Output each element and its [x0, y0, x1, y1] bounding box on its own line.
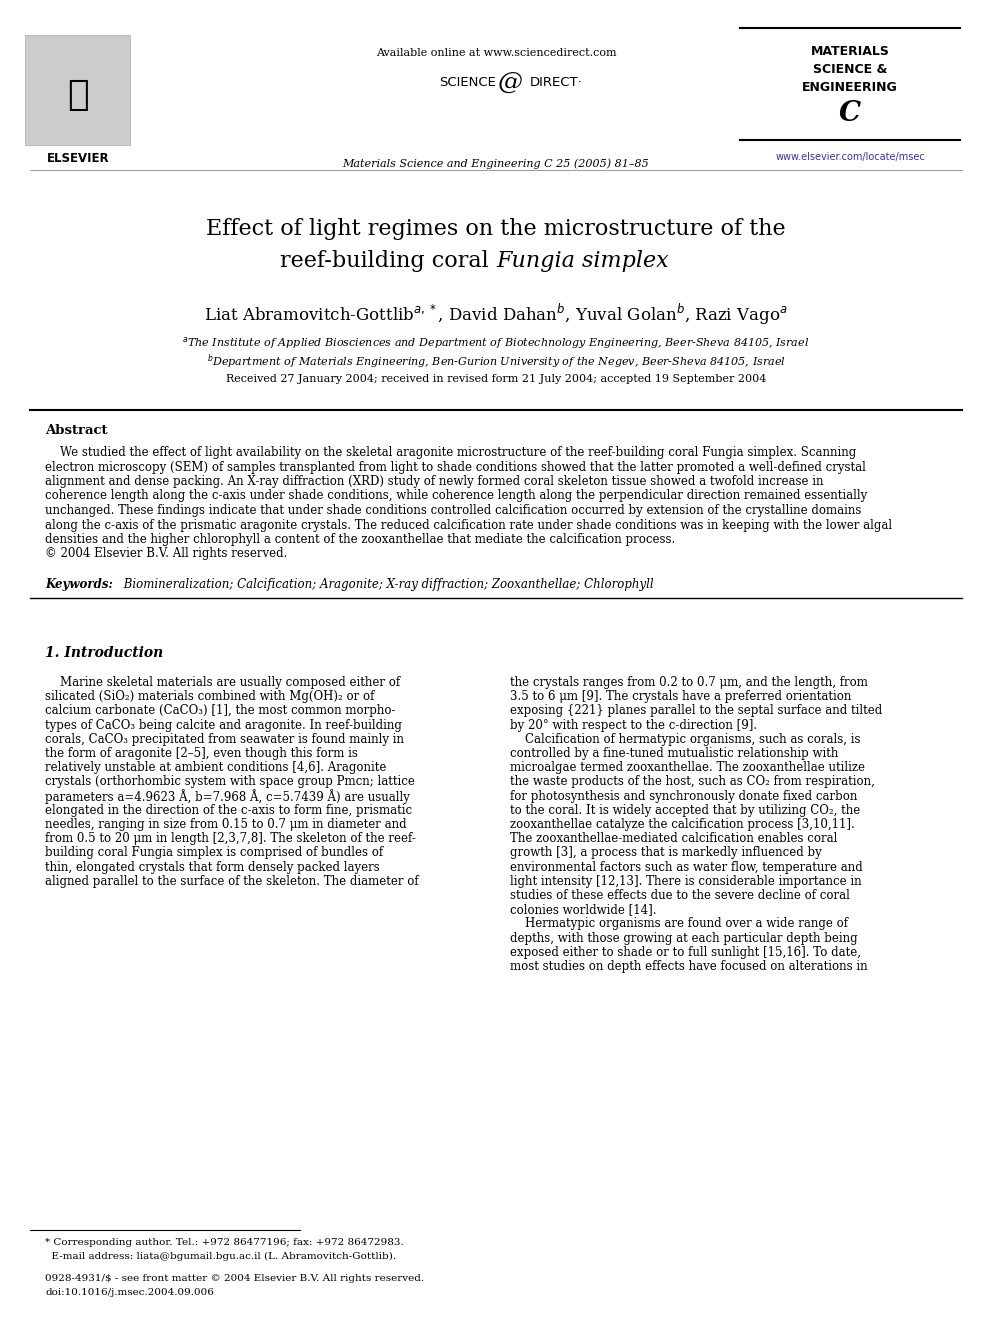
Text: elongated in the direction of the c-axis to form fine, prismatic: elongated in the direction of the c-axis…: [45, 804, 412, 816]
Text: most studies on depth effects have focused on alterations in: most studies on depth effects have focus…: [510, 960, 868, 972]
Text: the crystals ranges from 0.2 to 0.7 μm, and the length, from: the crystals ranges from 0.2 to 0.7 μm, …: [510, 676, 868, 689]
Text: building coral Fungia simplex is comprised of bundles of: building coral Fungia simplex is compris…: [45, 847, 383, 860]
Text: C: C: [839, 101, 861, 127]
Text: for photosynthesis and synchronously donate fixed carbon: for photosynthesis and synchronously don…: [510, 790, 857, 803]
Text: parameters a=4.9623 Å, b=7.968 Å, c=5.7439 Å) are usually: parameters a=4.9623 Å, b=7.968 Å, c=5.74…: [45, 790, 410, 804]
Text: ELSEVIER: ELSEVIER: [47, 152, 109, 165]
Text: exposing {221} planes parallel to the septal surface and tilted: exposing {221} planes parallel to the se…: [510, 704, 882, 717]
Text: Received 27 January 2004; received in revised form 21 July 2004; accepted 19 Sep: Received 27 January 2004; received in re…: [226, 374, 766, 384]
Text: to the coral. It is widely accepted that by utilizing CO₂, the: to the coral. It is widely accepted that…: [510, 804, 860, 816]
Text: microalgae termed zooxanthellae. The zooxanthellae utilize: microalgae termed zooxanthellae. The zoo…: [510, 761, 865, 774]
Text: reef-building coral Fungia simplex: reef-building coral Fungia simplex: [302, 250, 690, 273]
Text: silicated (SiO₂) materials combined with Mg(OH)₂ or of: silicated (SiO₂) materials combined with…: [45, 691, 374, 704]
Text: calcium carbonate (CaCO₃) [1], the most common morpho-: calcium carbonate (CaCO₃) [1], the most …: [45, 704, 396, 717]
Text: 🌲: 🌲: [67, 78, 89, 112]
Text: We studied the effect of light availability on the skeletal aragonite microstruc: We studied the effect of light availabil…: [45, 446, 856, 459]
Text: E-mail address: liata@bgumail.bgu.ac.il (L. Abramovitch-Gottlib).: E-mail address: liata@bgumail.bgu.ac.il …: [45, 1252, 396, 1261]
Text: light intensity [12,13]. There is considerable importance in: light intensity [12,13]. There is consid…: [510, 875, 862, 888]
Text: needles, ranging in size from 0.15 to 0.7 μm in diameter and: needles, ranging in size from 0.15 to 0.…: [45, 818, 407, 831]
Text: Fungia simplex: Fungia simplex: [496, 250, 669, 273]
Text: Marine skeletal materials are usually composed either of: Marine skeletal materials are usually co…: [45, 676, 400, 689]
Text: exposed either to shade or to full sunlight [15,16]. To date,: exposed either to shade or to full sunli…: [510, 946, 861, 959]
Text: Calcification of hermatypic organisms, such as corals, is: Calcification of hermatypic organisms, s…: [510, 733, 860, 746]
Text: corals, CaCO₃ precipitated from seawater is found mainly in: corals, CaCO₃ precipitated from seawater…: [45, 733, 404, 746]
Text: colonies worldwide [14].: colonies worldwide [14].: [510, 904, 657, 917]
Text: densities and the higher chlorophyll a content of the zooxanthellae that mediate: densities and the higher chlorophyll a c…: [45, 533, 676, 546]
Text: growth [3], a process that is markedly influenced by: growth [3], a process that is markedly i…: [510, 847, 821, 860]
Text: coherence length along the c-axis under shade conditions, while coherence length: coherence length along the c-axis under …: [45, 490, 867, 503]
Text: unchanged. These findings indicate that under shade conditions controlled calcif: unchanged. These findings indicate that …: [45, 504, 861, 517]
Text: ENGINEERING: ENGINEERING: [803, 81, 898, 94]
Text: relatively unstable at ambient conditions [4,6]. Aragonite: relatively unstable at ambient condition…: [45, 761, 386, 774]
Text: depths, with those growing at each particular depth being: depths, with those growing at each parti…: [510, 931, 858, 945]
Text: doi:10.1016/j.msec.2004.09.006: doi:10.1016/j.msec.2004.09.006: [45, 1289, 214, 1297]
Text: by 20° with respect to the c-direction [9].: by 20° with respect to the c-direction […: [510, 718, 757, 732]
Text: alignment and dense packing. An X-ray diffraction (XRD) study of newly formed co: alignment and dense packing. An X-ray di…: [45, 475, 823, 488]
Text: SCIENCE &: SCIENCE &: [812, 64, 887, 75]
Text: controlled by a fine-tuned mutualistic relationship with: controlled by a fine-tuned mutualistic r…: [510, 747, 838, 759]
Text: 3.5 to 6 μm [9]. The crystals have a preferred orientation: 3.5 to 6 μm [9]. The crystals have a pre…: [510, 691, 851, 704]
Text: types of CaCO₃ being calcite and aragonite. In reef-building: types of CaCO₃ being calcite and aragoni…: [45, 718, 402, 732]
Text: crystals (orthorhombic system with space group Pmcn; lattice: crystals (orthorhombic system with space…: [45, 775, 415, 789]
Text: zooxanthellae catalyze the calcification process [3,10,11].: zooxanthellae catalyze the calcification…: [510, 818, 855, 831]
Text: $^{a}$The Institute of Applied Biosciences and Department of Biotechnology Engin: $^{a}$The Institute of Applied Bioscienc…: [183, 335, 809, 351]
Text: Liat Abramovitch-Gottlib$^{a,*}$, David Dahan$^{b}$, Yuval Golan$^{b}$, Razi Vag: Liat Abramovitch-Gottlib$^{a,*}$, David …: [204, 302, 788, 327]
Text: Effect of light regimes on the microstructure of the: Effect of light regimes on the microstru…: [206, 218, 786, 239]
Text: reef-building coral: reef-building coral: [280, 250, 496, 273]
Text: thin, elongated crystals that form densely packed layers: thin, elongated crystals that form dense…: [45, 860, 380, 873]
Text: aligned parallel to the surface of the skeleton. The diameter of: aligned parallel to the surface of the s…: [45, 875, 419, 888]
Text: SCIENCE: SCIENCE: [439, 75, 496, 89]
Text: MATERIALS: MATERIALS: [810, 45, 890, 58]
Text: $^{b}$Department of Materials Engineering, Ben-Gurion University of the Negev, B: $^{b}$Department of Materials Engineerin…: [206, 352, 786, 370]
Text: © 2004 Elsevier B.V. All rights reserved.: © 2004 Elsevier B.V. All rights reserved…: [45, 548, 288, 561]
Text: Hermatypic organisms are found over a wide range of: Hermatypic organisms are found over a wi…: [510, 917, 848, 930]
Text: The zooxanthellae-mediated calcification enables coral: The zooxanthellae-mediated calcification…: [510, 832, 837, 845]
Text: electron microscopy (SEM) of samples transplanted from light to shade conditions: electron microscopy (SEM) of samples tra…: [45, 460, 866, 474]
Text: Abstract: Abstract: [45, 423, 107, 437]
Text: the waste products of the host, such as CO₂ from respiration,: the waste products of the host, such as …: [510, 775, 875, 789]
Text: Biomineralization; Calcification; Aragonite; X-ray diffraction; Zooxanthellae; C: Biomineralization; Calcification; Aragon…: [120, 578, 654, 591]
Text: @: @: [498, 71, 523, 95]
Text: along the c-axis of the prismatic aragonite crystals. The reduced calcification : along the c-axis of the prismatic aragon…: [45, 519, 892, 532]
Text: environmental factors such as water flow, temperature and: environmental factors such as water flow…: [510, 860, 863, 873]
Text: the form of aragonite [2–5], even though this form is: the form of aragonite [2–5], even though…: [45, 747, 358, 759]
Text: www.elsevier.com/locate/msec: www.elsevier.com/locate/msec: [775, 152, 925, 161]
Text: 0928-4931/$ - see front matter © 2004 Elsevier B.V. All rights reserved.: 0928-4931/$ - see front matter © 2004 El…: [45, 1274, 425, 1283]
Text: 1. Introduction: 1. Introduction: [45, 646, 164, 660]
Text: DIRECT·: DIRECT·: [530, 75, 582, 89]
Text: * Corresponding author. Tel.: +972 86477196; fax: +972 86472983.: * Corresponding author. Tel.: +972 86477…: [45, 1238, 404, 1248]
Text: Available online at www.sciencedirect.com: Available online at www.sciencedirect.co…: [376, 48, 616, 58]
Text: Keywords:: Keywords:: [45, 578, 113, 591]
Text: studies of these effects due to the severe decline of coral: studies of these effects due to the seve…: [510, 889, 850, 902]
Text: from 0.5 to 20 μm in length [2,3,7,8]. The skeleton of the reef-: from 0.5 to 20 μm in length [2,3,7,8]. T…: [45, 832, 416, 845]
Bar: [25, 34, 130, 146]
Text: Materials Science and Engineering C 25 (2005) 81–85: Materials Science and Engineering C 25 (…: [342, 157, 650, 168]
